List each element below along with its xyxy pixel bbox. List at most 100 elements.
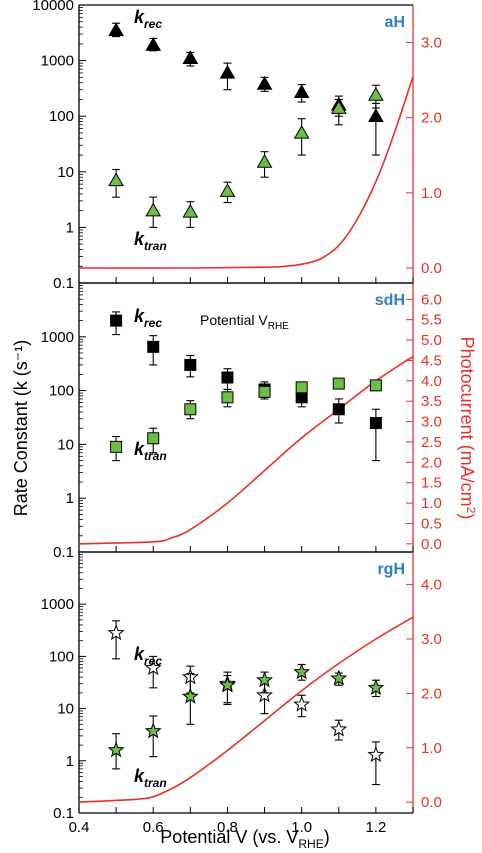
k-rec-point [332, 403, 345, 416]
k-tran-point [256, 154, 273, 168]
k-tran-point [108, 172, 124, 187]
k-tran-label-aH: ktran [134, 229, 167, 253]
panel-aH: 0.1 1 10 100 1000 10000 0.0 1.0 2.0 3.0 aH [32, 0, 442, 292]
y-tick-label: 0.1 [53, 275, 74, 292]
y2-tick-label: 0.5 [421, 515, 442, 532]
k-tran-point [295, 381, 308, 394]
y2-tick-label: 4.0 [421, 373, 442, 390]
x-tick-label: 1.2 [365, 819, 386, 836]
k-rec-label-rgH: krec [134, 644, 162, 668]
y2-tick-label: 1.0 [421, 740, 442, 757]
y-tick-label: 0.1 [53, 544, 74, 561]
y2-tick-label: 0.0 [421, 536, 442, 553]
k-rec-point [107, 624, 125, 641]
y2-tick-label: 5.0 [421, 332, 442, 349]
k-rec-point [219, 64, 236, 79]
y-tick-label: 10 [57, 164, 74, 181]
k-tran-point [330, 100, 347, 114]
y2-tick-label: 3.0 [421, 35, 442, 52]
k-rec-label-aH: krec [134, 7, 162, 31]
k-tran-point [107, 741, 125, 758]
k-rec-point [182, 50, 199, 65]
y-axis-label: Rate Constant (k (s⁻¹) [11, 340, 31, 517]
y2-axis-label: Photocurrent (mA/cm2) [457, 337, 478, 520]
k-rec-point [108, 22, 124, 37]
y2-tick-label: 2.0 [421, 685, 442, 702]
k-rec-point [369, 416, 382, 429]
k-tran-point [369, 379, 382, 392]
x-tick-label: 0.6 [143, 819, 164, 836]
y-tick-label: 1 [66, 753, 74, 770]
k-tran-point [147, 432, 160, 445]
k-rec-point [144, 659, 162, 676]
k-tran-point [184, 403, 197, 416]
y-tick-label: 10 [57, 701, 74, 718]
panels: 0.11101001000100000.01.02.03.0aH0.111010… [32, 0, 442, 836]
k-rec-point [295, 391, 308, 404]
y2-tick-label: 5.5 [421, 312, 442, 329]
y2-tick-label: 3.0 [421, 414, 442, 431]
y-tick-label: 1000 [41, 329, 74, 346]
k-tran-point [182, 203, 199, 218]
k-tran-point [258, 385, 271, 398]
photocurrent-curve [78, 355, 414, 545]
panel-title: sdH [375, 292, 405, 309]
k-rec-point [256, 75, 273, 90]
panel-rgH: 0.4 0.6 0.8 1.0 1.2 0.1 1 10 100 1000 0.0 1.0 2.0 3.0… [41, 551, 442, 836]
panel-title: rgH [377, 561, 405, 578]
k-tran-point [145, 202, 162, 217]
y2-tick-label: 1.0 [421, 185, 442, 202]
k-tran-point [256, 671, 274, 688]
k-rec-label-sdH: krec [134, 306, 162, 330]
photocurrent-curve [78, 616, 414, 803]
y2-tick-label: 3.5 [421, 393, 442, 410]
y2-tick-label: 1.5 [421, 475, 442, 492]
y-tick-label: 100 [49, 108, 74, 125]
y-tick-label: 1000 [41, 53, 74, 70]
y2-tick-label: 0.0 [421, 794, 442, 811]
y2-tick-label: 2.5 [421, 434, 442, 451]
k-tran-point [293, 124, 310, 139]
k-rec-point [330, 720, 348, 737]
k-tran-label-sdH: ktran [134, 439, 167, 463]
y-tick-label: 10 [57, 436, 74, 453]
k-tran-point [181, 687, 199, 704]
y2-tick-label: 2.0 [421, 454, 442, 471]
x-tick-label: 0.4 [69, 819, 90, 836]
y2-tick-label: 1.0 [421, 495, 442, 512]
k-rec-point [367, 745, 385, 763]
y-tick-label: 100 [49, 383, 74, 400]
k-rec-point [221, 371, 234, 384]
k-tran-point [293, 663, 311, 680]
y-tick-label: 1 [66, 219, 74, 236]
photocurrent-curve [78, 76, 414, 269]
y-tick-label: 100 [49, 648, 74, 665]
y-tick-label: 10000 [32, 0, 74, 14]
x-tick-label: 1.0 [291, 819, 312, 836]
k-tran-point [221, 391, 234, 404]
k-rec-point [145, 37, 162, 51]
y2-tick-label: 3.0 [421, 631, 442, 648]
x-axis-label: Potential V (vs. VRHE) [160, 827, 329, 851]
k-rec-point [293, 695, 311, 712]
k-tran-point [368, 87, 384, 101]
y2-tick-label: 0.0 [421, 260, 442, 277]
k-tran-point [219, 183, 236, 197]
y-tick-label: 1000 [41, 596, 74, 613]
y2-tick-label: 4.5 [421, 352, 442, 369]
y2-tick-label: 2.0 [421, 110, 442, 127]
k-tran-point [110, 440, 123, 453]
k-tran-point [218, 676, 236, 693]
k-tran-label-rgH: ktran [134, 766, 167, 790]
k-tran-point [144, 722, 162, 739]
k-rec-point [256, 686, 274, 703]
k-rec-point [368, 108, 384, 122]
k-tran-point [330, 669, 348, 686]
k-rec-point [110, 314, 123, 327]
y-tick-label: 0.1 [53, 805, 74, 822]
x-tick-label: 0.8 [217, 819, 238, 836]
k-rec-point [184, 358, 197, 371]
potential-annotation: Potential VRHE [200, 312, 289, 332]
k-rec-point [147, 340, 160, 353]
